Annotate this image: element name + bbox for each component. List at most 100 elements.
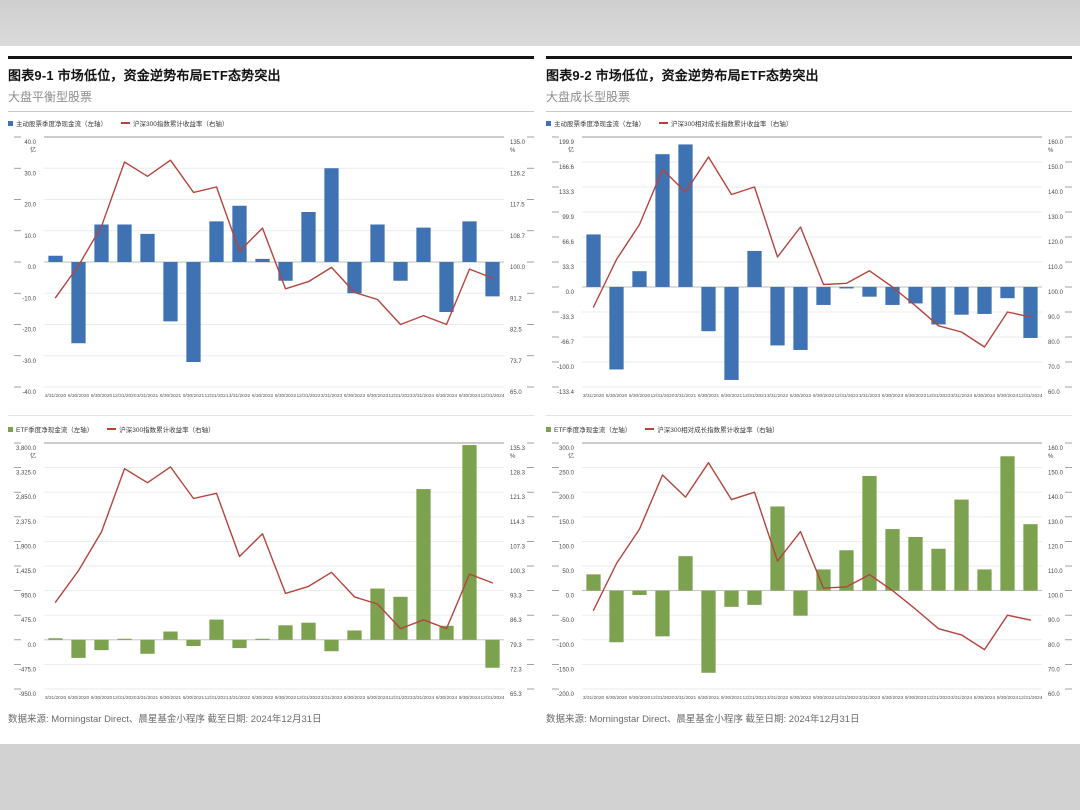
x-axis-label: 12/31/2024	[1018, 393, 1042, 399]
svg-text:99.9: 99.9	[562, 215, 574, 221]
flow-bar	[1000, 286, 1015, 299]
x-axis-label: 6/30/2023	[344, 393, 366, 399]
flow-bar	[393, 596, 408, 640]
bar-series-swatch	[546, 426, 551, 432]
page-top-margin	[0, 0, 1080, 46]
svg-text:-950.0: -950.0	[19, 692, 37, 698]
svg-text:108.7: 108.7	[510, 234, 526, 240]
x-axis-label: 12/31/2022	[296, 695, 320, 701]
flow-bar	[347, 262, 362, 294]
svg-text:-20.0: -20.0	[22, 328, 36, 334]
x-axis-label: 9/30/2020	[91, 695, 113, 701]
svg-text:66.6: 66.6	[562, 240, 574, 246]
x-axis-label: 12/31/2024	[480, 393, 504, 399]
legend-item: 主动股票季度净现金流（左轴）	[546, 118, 645, 128]
flow-bar	[908, 286, 923, 304]
x-axis-label: 6/30/2023	[344, 695, 366, 701]
x-axis-label: 9/30/2022	[275, 695, 297, 701]
flow-bar	[416, 489, 431, 640]
flow-bar	[586, 234, 601, 287]
page-bottom-margin	[0, 744, 1080, 810]
svg-text:60.0: 60.0	[1048, 692, 1060, 698]
flow-bar	[301, 212, 316, 262]
svg-text:199.9: 199.9	[559, 140, 575, 146]
svg-text:475.0: 475.0	[21, 618, 37, 624]
x-axis-label: 6/30/2022	[252, 695, 274, 701]
x-axis-label: 12/31/2020	[650, 393, 674, 399]
svg-text:110.0: 110.0	[1048, 569, 1063, 575]
x-axis-label: 9/30/2023	[367, 393, 389, 399]
x-axis-label: 9/30/2021	[721, 695, 743, 701]
x-axis-label: 3/31/2020	[45, 695, 67, 701]
flow-bar	[370, 588, 385, 640]
x-axis-label: 3/31/2021	[675, 695, 697, 701]
flow-bar	[255, 258, 270, 262]
bar-series-swatch	[546, 120, 551, 126]
x-axis-label: 12/31/2022	[834, 393, 858, 399]
flow-bar	[862, 475, 877, 591]
svg-text:1,425.0: 1,425.0	[16, 569, 37, 575]
flow-bar	[977, 569, 992, 591]
flow-bar	[954, 286, 969, 315]
svg-text:40.0: 40.0	[24, 140, 36, 146]
x-axis-label: 6/30/2020	[68, 393, 90, 399]
flow-bar	[678, 556, 693, 591]
legend-label: ETF季度净现金流（左轴）	[554, 427, 632, 434]
svg-text:3,800.0: 3,800.0	[16, 446, 37, 452]
svg-text:60.0: 60.0	[1048, 390, 1060, 396]
svg-text:126.2: 126.2	[510, 171, 526, 177]
flow-bar	[724, 590, 739, 607]
data-source-note: 数据来源: Morningstar Direct、晨星基金小程序 截至日期: 2…	[8, 714, 322, 725]
flow-bar	[701, 590, 716, 673]
x-axis-label: 6/30/2021	[698, 695, 720, 701]
svg-text:3,325.0: 3,325.0	[16, 471, 37, 477]
flow-bar	[931, 286, 946, 325]
flow-bar	[163, 262, 178, 322]
svg-text:0.0: 0.0	[28, 265, 37, 271]
chart-legend: 主动股票季度净现金流（左轴） 沪深300相对成长指数累计收益率（右轴）	[546, 116, 1072, 129]
flow-bar	[931, 548, 946, 591]
line-series-swatch	[121, 122, 130, 124]
svg-text:82.5: 82.5	[510, 328, 522, 334]
svg-text:130.0: 130.0	[1048, 215, 1064, 221]
flow-bar	[278, 625, 293, 640]
svg-text:86.3: 86.3	[510, 618, 522, 624]
svg-text:950.0: 950.0	[21, 594, 37, 600]
svg-text:-33.3: -33.3	[560, 315, 574, 321]
x-axis-label: 9/30/2021	[183, 695, 205, 701]
x-axis-label: 12/31/2020	[112, 695, 136, 701]
x-axis-label: 6/30/2021	[698, 393, 720, 399]
chart-active-flow-balanced: 主动股票季度净现金流（左轴） 沪深300指数累计收益率（右轴） 40.0 135.0 亿…	[8, 116, 534, 401]
x-axis-label: 3/31/2024	[951, 393, 973, 399]
flow-bar	[816, 569, 831, 591]
svg-text:100.0: 100.0	[510, 265, 526, 271]
svg-text:100.0: 100.0	[1048, 290, 1064, 296]
flow-bar	[747, 250, 762, 287]
flow-bar	[255, 638, 270, 640]
x-axis-label: 12/31/2020	[112, 393, 136, 399]
x-axis-label: 3/31/2020	[583, 695, 605, 701]
flow-bar	[232, 205, 247, 262]
flow-bar	[117, 224, 132, 262]
svg-text:-30.0: -30.0	[22, 359, 36, 365]
svg-text:65.0: 65.0	[510, 390, 522, 396]
legend-label: 主动股票季度净现金流（左轴）	[554, 121, 645, 128]
flow-bar	[1023, 286, 1038, 338]
svg-text:150.0: 150.0	[1048, 165, 1064, 171]
legend-item: 沪深300指数累计收益率（右轴）	[121, 118, 228, 128]
flow-bar	[370, 224, 385, 262]
svg-text:72.3: 72.3	[510, 667, 522, 673]
x-axis-label: 9/30/2020	[629, 393, 651, 399]
line-series-swatch	[645, 428, 655, 430]
chart-legend: ETF季度净现金流（左轴） 沪深300指数累计收益率（右轴）	[8, 422, 534, 435]
flow-bar	[324, 168, 339, 262]
svg-text:-133.4: -133.4	[557, 390, 575, 396]
flow-bar	[678, 144, 693, 287]
svg-text:150.0: 150.0	[1048, 471, 1064, 477]
flow-bar	[609, 590, 624, 643]
x-axis-label: 12/31/2023	[926, 695, 950, 701]
x-axis-label: 9/30/2021	[183, 393, 205, 399]
flow-bar	[347, 630, 362, 640]
svg-text:70.0: 70.0	[1048, 667, 1060, 673]
